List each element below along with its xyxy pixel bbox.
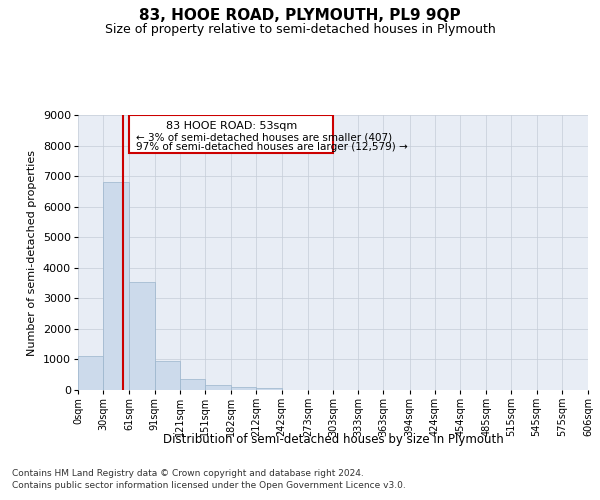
Text: Contains public sector information licensed under the Open Government Licence v3: Contains public sector information licen… [12,481,406,490]
Bar [180,380,205,390]
Text: 83 HOOE ROAD: 53sqm: 83 HOOE ROAD: 53sqm [166,120,297,130]
Text: 83, HOOE ROAD, PLYMOUTH, PL9 9QP: 83, HOOE ROAD, PLYMOUTH, PL9 9QP [139,8,461,22]
Bar [205,386,231,390]
Bar [256,388,281,390]
Y-axis label: Number of semi-detached properties: Number of semi-detached properties [28,150,37,356]
Bar [155,361,180,390]
Bar [78,356,103,390]
FancyBboxPatch shape [130,115,333,153]
Text: Size of property relative to semi-detached houses in Plymouth: Size of property relative to semi-detach… [104,22,496,36]
Bar [103,182,130,390]
Text: 97% of semi-detached houses are larger (12,579) →: 97% of semi-detached houses are larger (… [136,142,408,152]
Text: Distribution of semi-detached houses by size in Plymouth: Distribution of semi-detached houses by … [163,432,503,446]
Text: ← 3% of semi-detached houses are smaller (407): ← 3% of semi-detached houses are smaller… [136,132,392,142]
Bar [231,387,256,390]
Text: Contains HM Land Registry data © Crown copyright and database right 2024.: Contains HM Land Registry data © Crown c… [12,469,364,478]
Bar [130,282,155,390]
